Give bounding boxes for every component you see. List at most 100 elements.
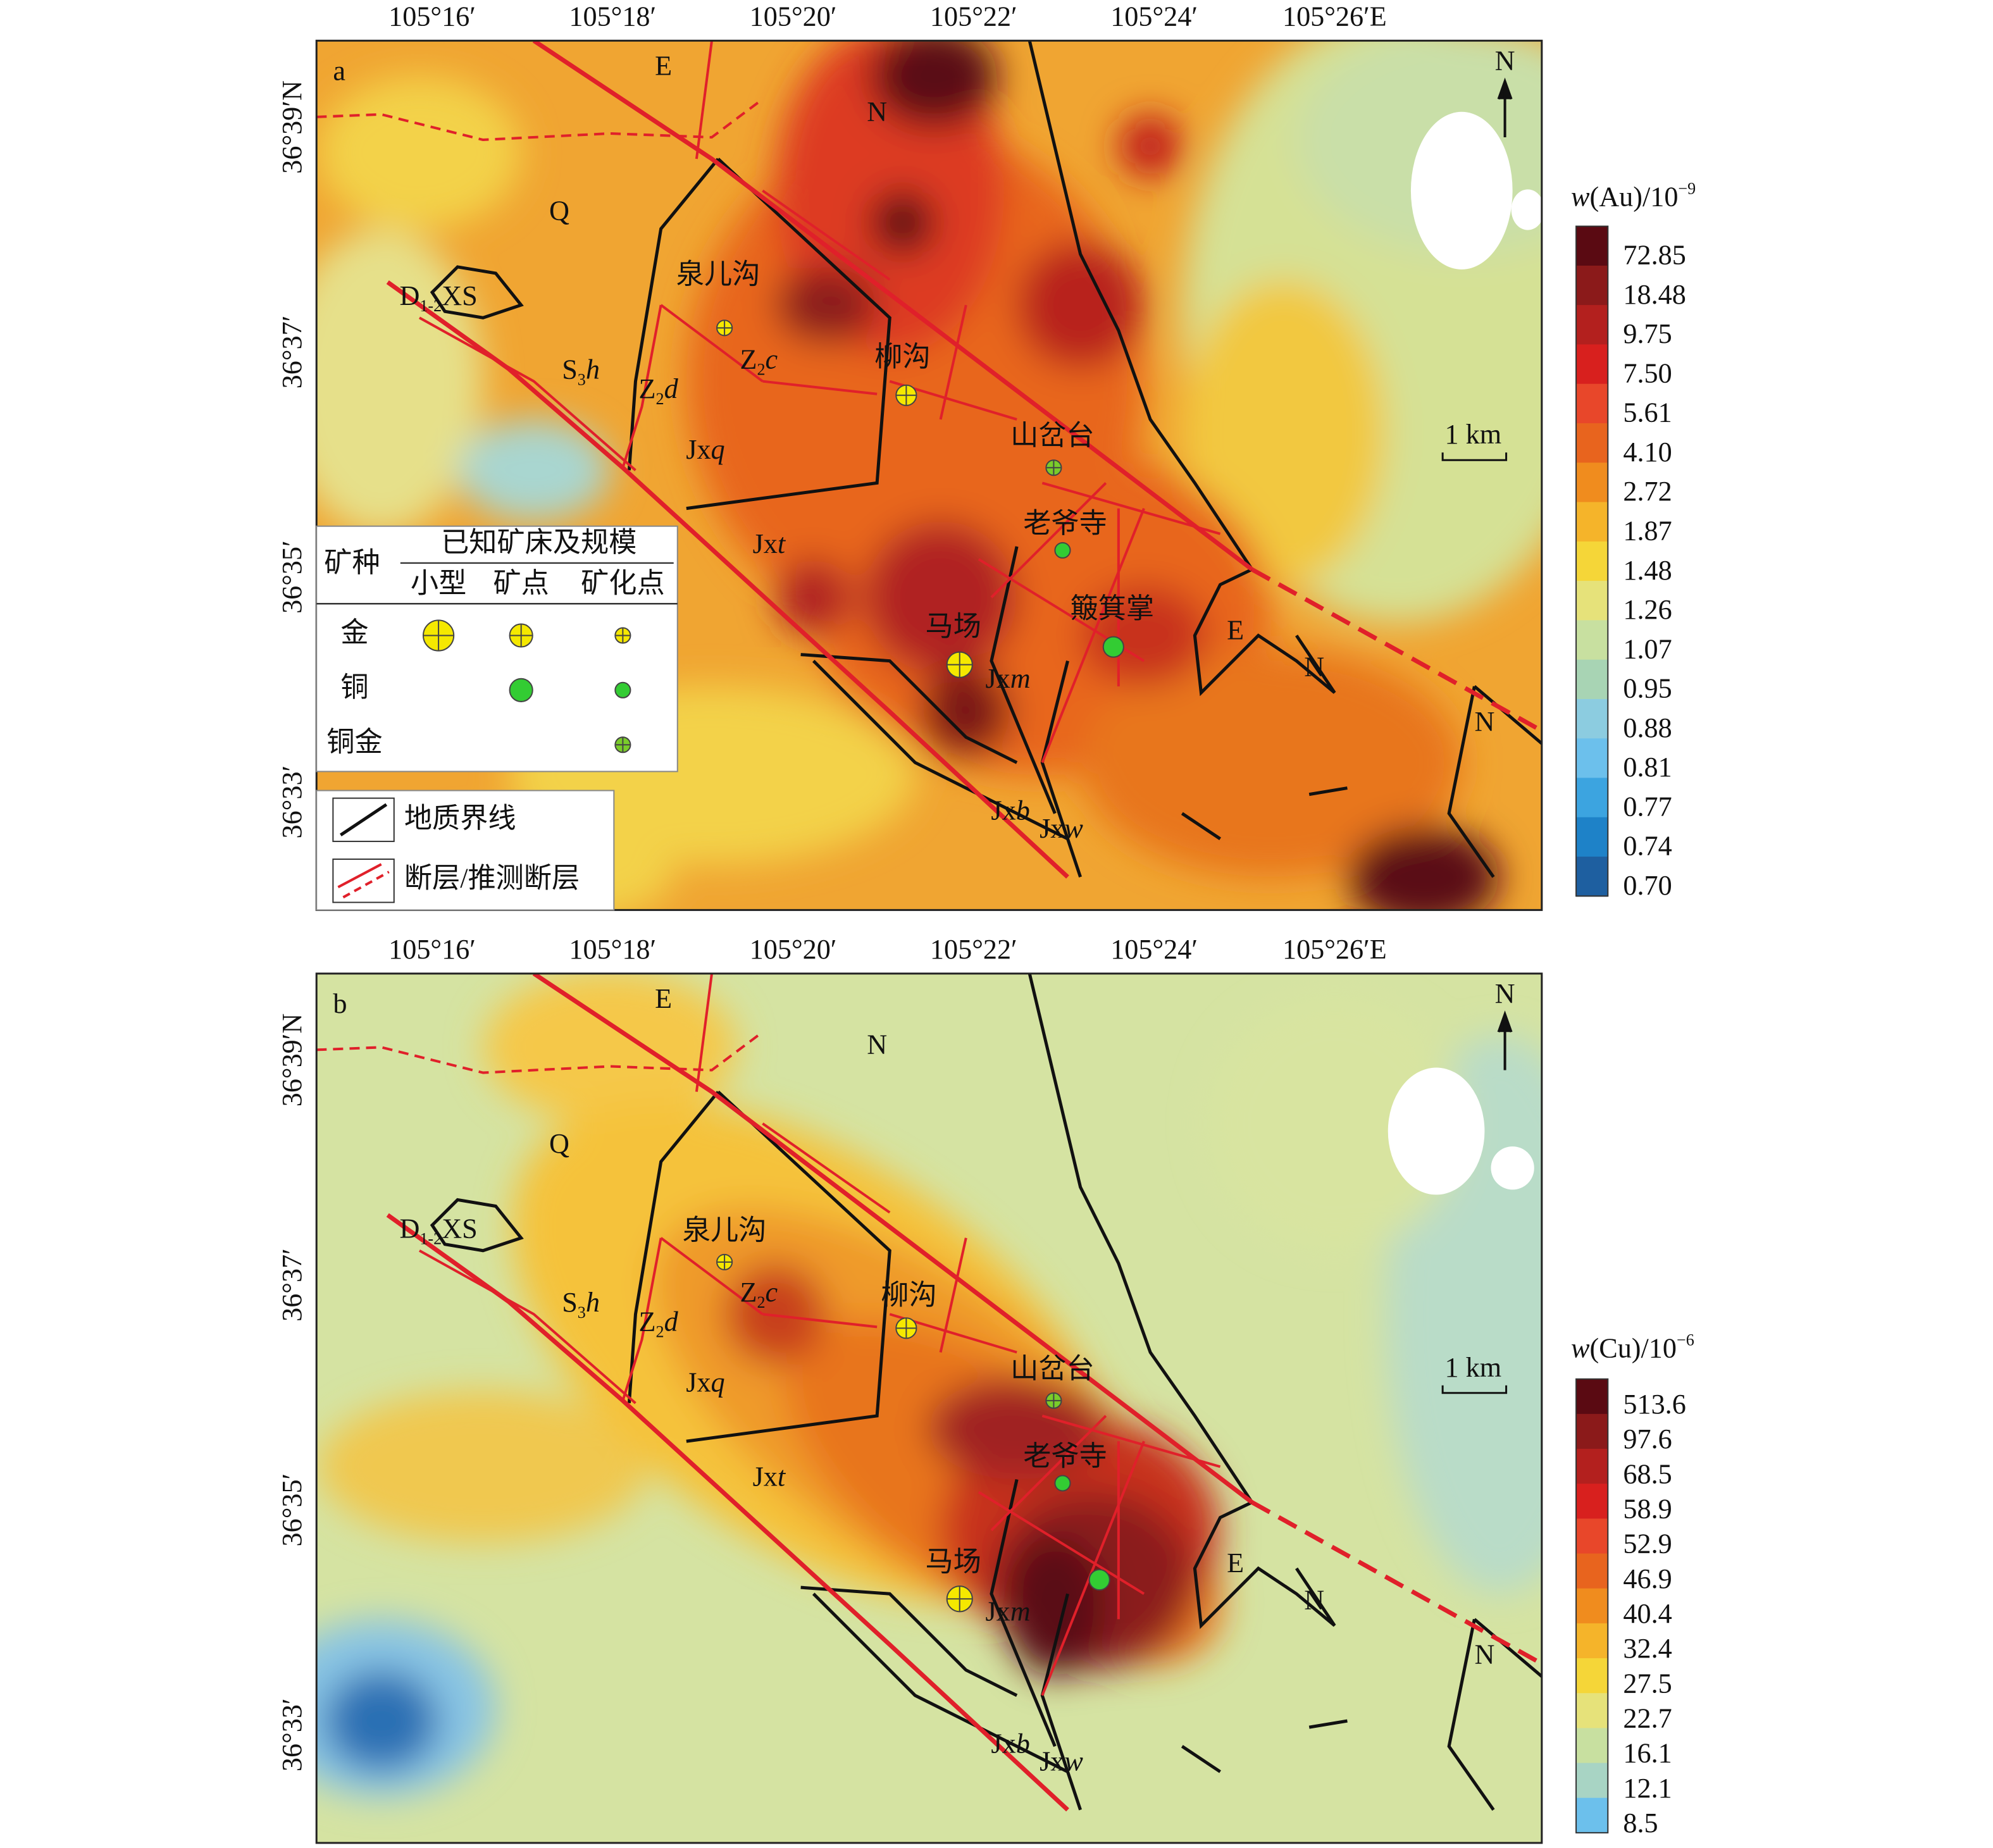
colorbar-label: 7.50 [1623, 357, 1672, 388]
label-part: 2 [656, 1323, 664, 1341]
place-name: 柳沟 [874, 342, 930, 373]
map-panel: b 105°16′ 105°18′ 105°20′ 105°22′ 105°24′ 105°… [276, 934, 1543, 1844]
legend-fault [337, 863, 382, 889]
fault [621, 1237, 662, 1401]
latitude-label: 36°33′ [276, 1698, 307, 1771]
label-part: q [711, 1367, 725, 1398]
unit-label: D1-2XS [399, 1213, 477, 1248]
fault [695, 40, 713, 159]
legend-header: 已知矿床及规模 [441, 527, 636, 558]
unit-label: N [1474, 706, 1494, 737]
deposit-cross [509, 624, 533, 647]
colorbar-swatch [1576, 1658, 1608, 1694]
colorbar-swatch [1576, 226, 1608, 266]
unit-label: E [655, 51, 672, 82]
unit-label: E [655, 983, 672, 1014]
heat-blob [324, 1670, 439, 1772]
label-part: 2 [757, 361, 765, 379]
unit-label: Jxq [686, 1367, 724, 1398]
deposit-cross [947, 652, 972, 678]
geological-boundary [627, 1091, 719, 1404]
geological-boundary [990, 546, 1057, 814]
geological-boundary [1028, 973, 1253, 1503]
label-part: Jx [985, 663, 1010, 694]
unit-label: S3h [562, 1287, 600, 1322]
geological-boundary [430, 1198, 524, 1253]
colorbar-label: 40.4 [1623, 1598, 1672, 1629]
latitude-label: 36°37′ [276, 1248, 307, 1322]
unit-label: E [1227, 1547, 1244, 1578]
colorbar-swatch [1576, 659, 1608, 700]
geological-boundary [1447, 1618, 1495, 1811]
label-part: Z [639, 373, 656, 404]
colorbar-label: 16.1 [1623, 1738, 1672, 1769]
colorbar-title: w(Au)/10−9 [1571, 180, 1696, 213]
label-part: Jx [985, 1596, 1010, 1627]
colorbar-swatch [1576, 305, 1608, 345]
colorbar-label: 1.48 [1623, 555, 1672, 586]
geological-boundary [1473, 1618, 1542, 1678]
geological-boundary [1181, 786, 1348, 840]
geological-boundary [430, 265, 524, 319]
geological-boundary [1447, 686, 1495, 878]
label-part: h [586, 1287, 600, 1318]
fault [1041, 507, 1145, 764]
colorbar-swatch [1576, 581, 1608, 621]
label-part: XS [442, 1213, 478, 1244]
label-part: m [1010, 1596, 1031, 1627]
geological-boundary [990, 1479, 1057, 1747]
colorbar-swatch [1576, 1413, 1608, 1450]
longitude-label: 105°22′ [930, 934, 1017, 965]
geological-boundary [800, 653, 1018, 764]
unit-label: Jxw [1040, 813, 1083, 844]
fault [695, 973, 713, 1092]
colorbar-swatch [1576, 817, 1608, 858]
heat-blob [1182, 279, 1386, 585]
colorbar-label: 513.6 [1623, 1389, 1686, 1420]
colorbar-label: 22.7 [1623, 1702, 1672, 1733]
colorbar-label: 0.70 [1623, 870, 1672, 901]
colorbar-swatch [1576, 462, 1608, 503]
label-part: E [1227, 615, 1244, 646]
label-part: N [1304, 1584, 1324, 1615]
colorbar-label: 1.07 [1623, 633, 1672, 664]
map-area [316, 973, 1542, 1843]
heat-blob [871, 40, 998, 127]
label-part: b [1016, 1728, 1030, 1759]
label-part: D [399, 1213, 419, 1244]
unit-label: Jxb [991, 795, 1029, 826]
scale-label: 1 km [1445, 1352, 1502, 1383]
place-name: 簸箕掌 [1071, 593, 1155, 624]
colorbar-label: 52.9 [1623, 1529, 1672, 1560]
colorbar-swatch [1576, 738, 1608, 779]
heat-blob [1347, 826, 1500, 910]
fault [978, 1491, 1145, 1595]
label-part: 2 [757, 1294, 765, 1312]
label-part: E [655, 51, 672, 82]
colorbar-swatch [1576, 1763, 1608, 1799]
label-part: S [562, 354, 578, 385]
label-part: w [1571, 182, 1590, 213]
label-part: N [1304, 652, 1324, 683]
colorbar-swatch [1576, 502, 1608, 542]
map-frame [315, 39, 1543, 911]
longitude-label: 105°22′ [930, 1, 1017, 32]
unit-label: N [1304, 652, 1324, 683]
geological-boundary [812, 659, 1069, 841]
unit-label: E [1227, 615, 1244, 646]
label-part: Z [740, 344, 757, 375]
colorbar-label: 1.87 [1623, 515, 1672, 546]
heat-blob [871, 190, 934, 254]
deposit-cross [423, 620, 454, 651]
colorbar-frame [1575, 225, 1609, 897]
deposit-symbol [1054, 542, 1071, 559]
colorbar-label: 5.61 [1623, 397, 1672, 428]
inferred-fault [316, 1031, 764, 1074]
colorbar-label: 0.88 [1623, 712, 1672, 743]
panel-letter: a [333, 56, 345, 87]
unit-label: Jxm [985, 663, 1030, 694]
scale-label: 1 km [1445, 419, 1502, 450]
label-part: N [867, 1029, 887, 1060]
legend-rules [316, 562, 678, 605]
